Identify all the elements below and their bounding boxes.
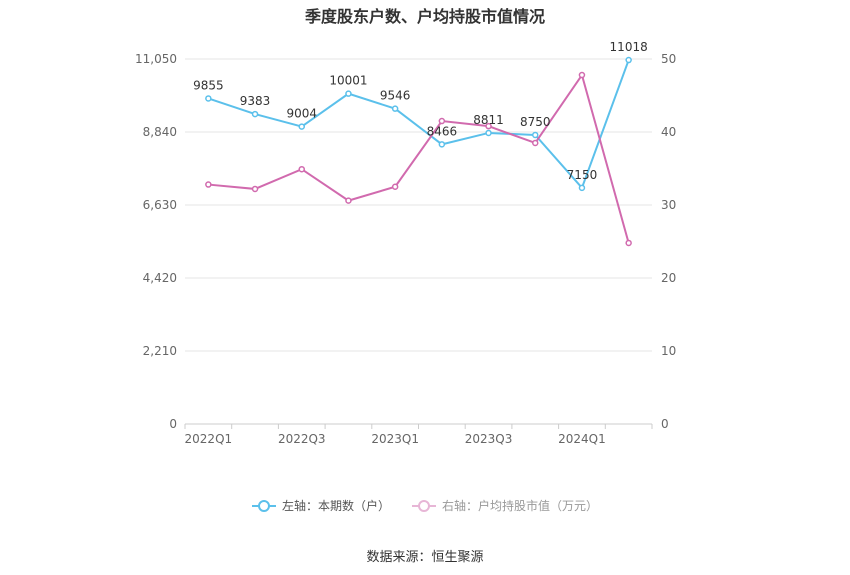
- y-left-tick-label: 0: [169, 417, 177, 431]
- data-point-right: [578, 71, 586, 79]
- data-point-left: [625, 56, 632, 64]
- legend-swatch-left: [251, 499, 276, 512]
- data-point-right: [625, 239, 632, 247]
- y-right-tick-label: 0: [661, 417, 669, 431]
- data-label: 9855: [193, 78, 224, 92]
- data-labels: 9855 9383 9004 10001 9546 8466 8811 8750 7150 110…: [193, 40, 648, 182]
- y-right-tick-label: 10: [661, 344, 676, 358]
- x-tick-label: 2023Q1: [371, 432, 419, 446]
- y-right-tick-label: 50: [661, 52, 676, 66]
- y-right-tick-label: 40: [661, 125, 676, 139]
- source-note: 数据来源：恒生聚源: [366, 550, 484, 565]
- legend-swatch-right: [412, 499, 436, 512]
- y-left-tick-label: 2,210: [143, 344, 177, 358]
- data-point-left: [438, 141, 446, 148]
- data-point-right: [391, 183, 399, 190]
- data-label: 9546: [380, 89, 411, 103]
- data-point-left: [251, 110, 259, 118]
- y-right-tick-label: 20: [661, 271, 676, 285]
- data-label: 9383: [240, 94, 271, 108]
- data-point-right: [438, 117, 446, 125]
- series-line-right: [208, 72, 630, 244]
- series-line-left: [208, 59, 630, 190]
- data-point-right: [251, 185, 259, 193]
- axes: 0 0 2,210 10 4,420 20 6,630 30 8,840 40 11,050 50 20…: [135, 52, 676, 446]
- x-tick-label: 2023Q3: [465, 432, 513, 446]
- data-point-left: [532, 131, 539, 139]
- data-point-right: [485, 122, 492, 130]
- data-label: 8811: [473, 113, 504, 127]
- data-label: 8466: [427, 124, 458, 138]
- data-label: 11018: [610, 40, 648, 54]
- legend-label-left: 左轴：本期数（户）: [281, 499, 390, 513]
- data-point-right: [345, 197, 352, 204]
- data-point-left: [345, 90, 352, 97]
- data-label: 7150: [567, 168, 598, 182]
- y-left-tick-label: 11,050: [135, 52, 177, 66]
- y-left-tick-label: 8,840: [143, 125, 177, 139]
- x-tick-label: 2024Q1: [558, 432, 606, 446]
- y-left-tick-label: 4,420: [143, 271, 177, 285]
- chart-title: 季度股东户数、户均持股市值情况: [304, 7, 545, 26]
- x-tick-label: 2022Q1: [185, 432, 233, 446]
- data-point-right: [205, 181, 212, 188]
- data-point-left: [485, 129, 492, 137]
- legend-item-right[interactable]: 右轴：户均持股市值（万元）: [412, 497, 598, 514]
- y-right-tick-label: 30: [661, 198, 676, 212]
- data-point-left: [205, 95, 212, 102]
- data-label: 10001: [329, 74, 367, 88]
- grid-lines: [185, 58, 652, 425]
- data-point-left: [298, 123, 305, 130]
- data-label: 8750: [520, 115, 551, 129]
- legend-label-right: 右轴：户均持股市值（万元）: [442, 499, 599, 513]
- legend: 左轴：本期数（户） 右轴：户均持股市值（万元）: [0, 497, 850, 514]
- x-tick-label: 2022Q3: [278, 432, 326, 446]
- series-lines: [205, 56, 632, 247]
- y-left-tick-label: 6,630: [143, 198, 177, 212]
- data-point-left: [391, 105, 399, 112]
- data-point-right: [532, 139, 539, 147]
- data-point-right: [298, 165, 305, 173]
- legend-item-left[interactable]: 左轴：本期数（户）: [251, 497, 390, 514]
- data-point-left: [578, 184, 586, 192]
- data-label: 9004: [286, 107, 317, 121]
